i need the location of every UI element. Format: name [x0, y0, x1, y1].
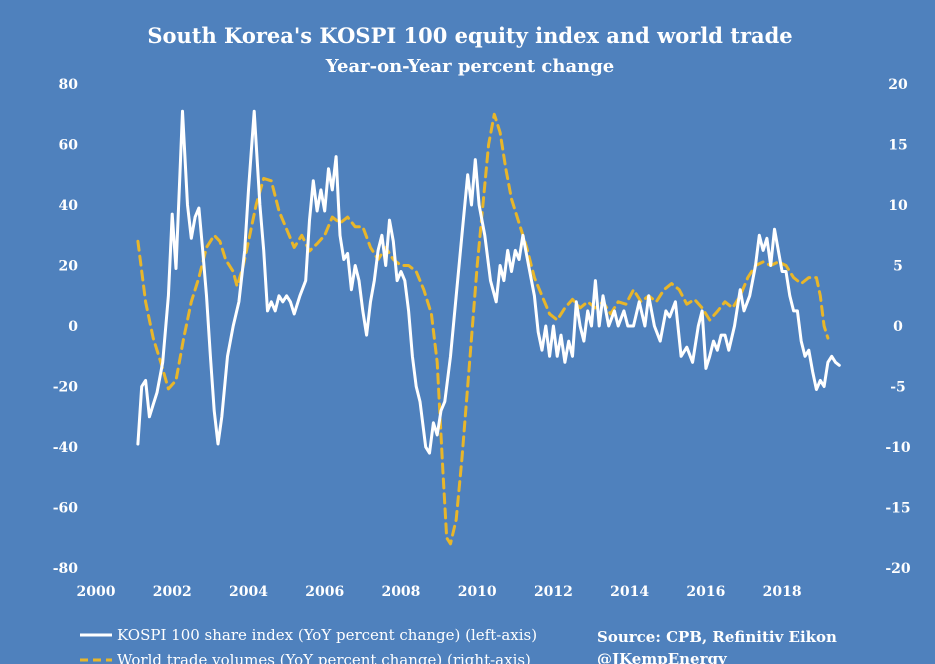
right-tick-label: 0 — [893, 319, 903, 335]
legend-label-kospi: KOSPI 100 share index (YoY percent chang… — [117, 626, 537, 644]
right-tick-label: -20 — [885, 561, 911, 577]
left-tick-label: -40 — [53, 440, 79, 456]
x-tick-label: 2000 — [77, 584, 116, 600]
x-tick-label: 2006 — [305, 584, 344, 600]
left-axis-ticks: 80 60 40 20 0 -20 -40 -60 -80 — [53, 77, 79, 577]
right-tick-label: 5 — [893, 259, 903, 275]
right-tick-label: 15 — [888, 138, 907, 154]
left-tick-label: -60 — [53, 501, 79, 517]
left-tick-label: 20 — [59, 259, 79, 275]
source-annotation: Source: CPB, Refinitiv Eikon — [597, 628, 837, 646]
x-tick-label: 2010 — [458, 584, 497, 600]
left-tick-label: -20 — [53, 380, 79, 396]
left-tick-label: 0 — [68, 319, 78, 335]
left-tick-label: 60 — [59, 138, 79, 154]
series-line-world-trade — [136, 112, 830, 546]
x-tick-label: 2004 — [229, 584, 268, 600]
chart-title: South Korea's KOSPI 100 equity index and… — [147, 23, 792, 48]
x-tick-label: 2016 — [686, 584, 725, 600]
author-annotation: @JKempEnergy — [597, 650, 728, 664]
series-line-kospi — [136, 109, 841, 455]
x-tick-label: 2008 — [381, 584, 420, 600]
x-tick-label: 2014 — [610, 584, 649, 600]
right-axis-ticks: 20 15 10 5 0 -5 -10 -15 -20 — [885, 77, 911, 577]
x-tick-label: 2012 — [534, 584, 573, 600]
right-tick-label: 20 — [888, 77, 908, 93]
series-layer — [136, 109, 841, 546]
left-tick-label: 80 — [59, 77, 79, 93]
x-tick-label: 2018 — [763, 584, 802, 600]
right-tick-label: -5 — [890, 380, 906, 396]
legend: KOSPI 100 share index (YoY percent chang… — [80, 626, 537, 664]
legend-label-trade: World trade volumes (YoY percent change)… — [117, 651, 531, 664]
right-tick-label: 10 — [888, 198, 908, 214]
right-tick-label: -10 — [885, 440, 911, 456]
x-axis-ticks: 2000 2002 2004 2006 2008 2010 2012 2014 2016 2018 — [77, 584, 802, 600]
left-tick-label: 40 — [59, 198, 79, 214]
x-tick-label: 2002 — [153, 584, 192, 600]
right-tick-label: -15 — [885, 501, 910, 517]
left-tick-label: -80 — [53, 561, 79, 577]
chart-subtitle: Year-on-Year percent change — [325, 56, 615, 77]
